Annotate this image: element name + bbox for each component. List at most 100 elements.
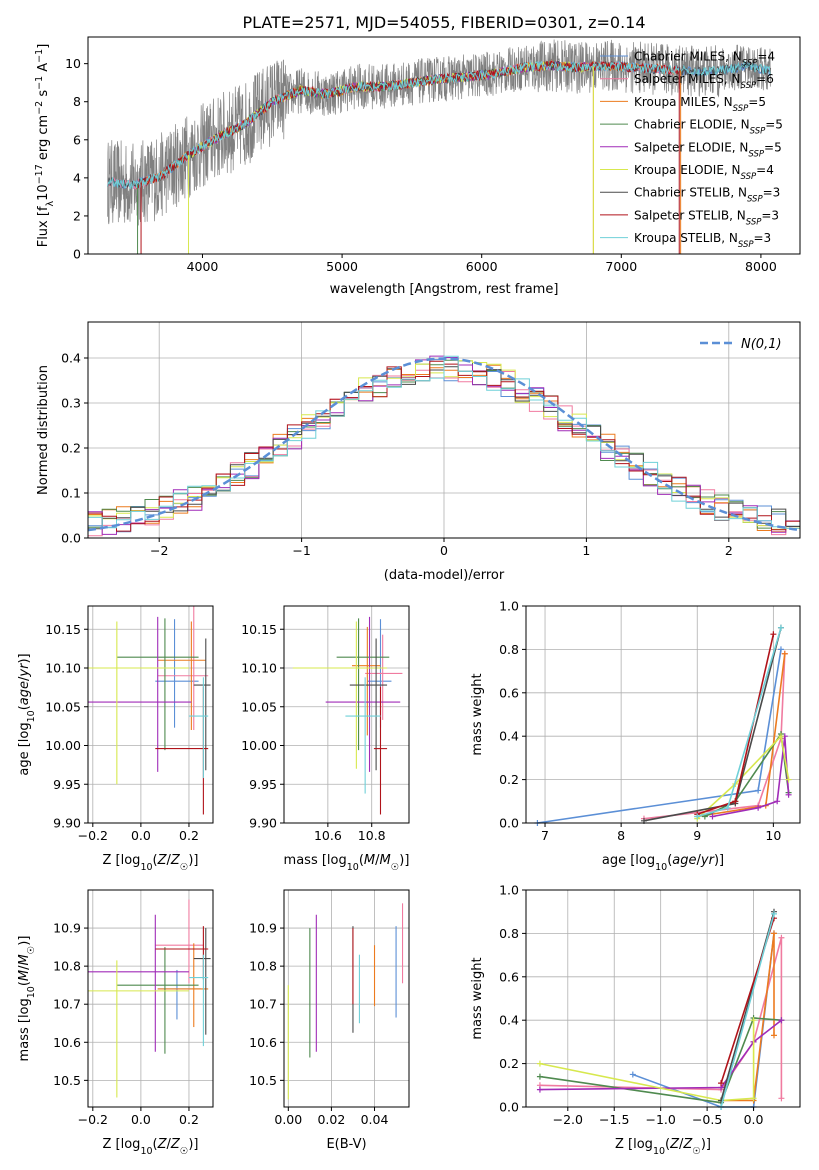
errorbar-salpeter-miles	[157, 606, 209, 730]
weight-marker	[777, 733, 784, 740]
weight-line-salpeter-stelib	[697, 634, 775, 816]
y-axis-label: Flux [fλ10−17 erg cm−2 s−1 A−1]	[34, 44, 56, 248]
errorbar-chabrier-stelib	[193, 928, 211, 1035]
x-tick-label: 0.04	[361, 1112, 389, 1127]
y-tick-label: 0.0	[499, 1100, 519, 1115]
errorbar-salpeter-miles	[155, 899, 204, 984]
observed-spectrum-line	[107, 39, 772, 226]
weight-marker	[536, 1060, 543, 1067]
y-tick-label: 2	[73, 208, 81, 223]
y-tick-label: 0.3	[61, 396, 81, 411]
x-tick-label: −2.0	[553, 1112, 583, 1127]
weight-marker	[785, 791, 792, 798]
x-tick-label: 0.2	[179, 1112, 199, 1127]
weight-line-chabrier-elodie	[704, 731, 790, 818]
y-tick-label: 0.1	[61, 486, 81, 501]
x-axis-label: age [log10(age/yr)]	[602, 853, 724, 873]
y-tick-label: 9.95	[53, 777, 81, 792]
y-tick-label: 9.90	[249, 816, 277, 831]
x-axis-label: mass [log10(M/M☉)]	[284, 853, 410, 873]
y-tick-label: 1.0	[499, 883, 519, 898]
residuals-panel: −2 −1 0 1 2 0.0 0.1 0.2 0.3 0.4 (data-model)/error…	[36, 321, 801, 583]
legend-label: N(0,1)	[741, 337, 782, 352]
y-tick-label: 10.5	[53, 1073, 81, 1088]
weight-marker	[709, 813, 716, 820]
errorbar-kroupa-stelib	[345, 677, 381, 794]
y-tick-label: 0.6	[499, 969, 519, 984]
weight-marker	[770, 910, 777, 917]
axes-frame	[525, 889, 801, 1108]
errorbar-chabrier-elodie	[336, 618, 390, 751]
legend-label: Kroupa MILES, NSSP=5	[634, 95, 766, 114]
weight-marker	[536, 1073, 543, 1080]
errorbar-kroupa-stelib	[188, 677, 209, 779]
y-tick-label: 10.8	[53, 959, 81, 974]
model-line-kroupa-stelib	[107, 60, 771, 190]
y-tick-label: 0.8	[499, 642, 519, 657]
weight-marker	[778, 1017, 785, 1024]
legend-label: Chabrier STELIB, NSSP=3	[634, 186, 780, 205]
x-tick-label: 7000	[605, 259, 637, 274]
errorbar-kroupa-elodie	[88, 621, 189, 785]
legend-label: Kroupa STELIB, NSSP=3	[634, 231, 771, 250]
y-tick-label: 0.4	[61, 351, 81, 366]
weight-marker	[755, 787, 762, 794]
errorbar-salpeter-elodie	[325, 616, 401, 772]
x-tick-label: 0.0	[131, 1112, 151, 1127]
weight-marker	[724, 804, 731, 811]
gaussian-curve	[88, 357, 800, 532]
legend-label: Chabrier MILES, NSSP=4	[634, 50, 775, 69]
errorbar-chabrier-elodie	[116, 947, 199, 1054]
y-tick-label: 10	[65, 56, 81, 71]
weight-marker	[750, 1017, 757, 1024]
legend-label: Kroupa ELODIE, NSSP=4	[634, 163, 774, 182]
errorbar-salpeter-elodie	[88, 616, 192, 772]
y-tick-label: 9.95	[249, 777, 277, 792]
y-tick-label: 0.4	[499, 1013, 519, 1028]
errorbar-salpeter-elodie	[88, 914, 189, 1052]
mass-vs-EBV-panel: 0.00 0.02 0.04 10.5 10.6 10.7 10.8 10.9 E(B-V)	[249, 889, 410, 1152]
weight-vs-age-panel: 7 8 9 10 0.0 0.2 0.4 0.6 0.8 1.0 age [log10(age/yr…	[470, 599, 801, 873]
y-axis-label: mass weight	[470, 957, 485, 1039]
x-tick-label: −2	[150, 543, 168, 558]
weight-marker	[777, 624, 784, 631]
x-axis-label: Z [log10(Z/Z☉)]	[103, 1137, 199, 1157]
axes-frame	[525, 605, 801, 824]
x-tick-label: 0.2	[179, 828, 199, 843]
axes-frame	[87, 605, 214, 824]
x-tick-label: 6000	[466, 259, 498, 274]
axes-frame	[283, 605, 410, 824]
x-tick-label: 7	[541, 828, 549, 843]
x-tick-label: −0.2	[78, 828, 108, 843]
y-tick-label: 0.6	[499, 685, 519, 700]
x-tick-label: 8	[617, 828, 625, 843]
x-tick-label: 10	[765, 828, 781, 843]
y-tick-label: 10.9	[53, 921, 81, 936]
errorbar-chabrier-stelib	[349, 638, 388, 771]
y-tick-label: 0	[73, 247, 81, 262]
legend-label: Chabrier ELODIE, NSSP=5	[634, 118, 783, 137]
x-tick-label: 10.6	[314, 828, 342, 843]
y-tick-label: 0.2	[499, 772, 519, 787]
y-tick-label: 10.15	[45, 622, 81, 637]
mass-vs-Z-panel: −0.2 0.0 0.2 10.5 10.6 10.7 10.8 10.9 Z [log10(Z…	[17, 889, 214, 1157]
weight-line-kroupa-elodie	[696, 734, 790, 820]
weight-marker	[778, 1095, 785, 1102]
weight-marker	[755, 804, 762, 811]
weight-marker	[718, 1080, 725, 1087]
y-tick-label: 4	[73, 170, 81, 185]
x-tick-label: 8000	[745, 259, 777, 274]
weight-marker	[777, 646, 784, 653]
age-vs-Z-panel: −0.2 0.0 0.2 9.90 9.95 10.00 10.05 10.10 10.15 Z …	[17, 605, 214, 873]
y-tick-label: 10.6	[53, 1035, 81, 1050]
weight-marker	[774, 798, 781, 805]
weight-marker	[536, 1086, 543, 1093]
legend-label: Salpeter ELODIE, NSSP=5	[634, 140, 782, 159]
weight-line-kroupa-elodie	[539, 1020, 755, 1102]
y-tick-label: 0.4	[499, 729, 519, 744]
weight-marker	[785, 776, 792, 783]
weight-line-chabrier-elodie	[539, 1017, 782, 1104]
weight-line-kroupa-stelib	[720, 913, 775, 1108]
x-axis-label: Z [log10(Z/Z☉)]	[615, 1137, 711, 1157]
y-tick-label: 1.0	[499, 599, 519, 614]
